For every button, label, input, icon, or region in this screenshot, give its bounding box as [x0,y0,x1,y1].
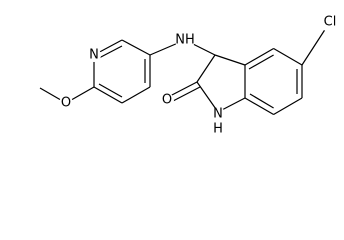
page: Cl NH N O O N H (() => { const data = JS… [39,12,340,137]
atom-label: O [162,93,172,108]
atom-label: N [89,48,99,63]
label-mask [87,48,101,62]
label-mask [175,30,195,50]
label-mask [211,107,225,121]
atom-label: Cl [324,15,337,30]
structure-diagram: Cl NH N O O N H [39,12,340,137]
atom-label: N [213,107,223,122]
bonds [39,27,327,116]
atom-labels: Cl NH N O O N H [59,12,340,137]
atom-label: H [213,122,223,137]
atom-label: NH [175,33,195,48]
label-mask [320,12,340,32]
label-mask [160,93,174,107]
atom-label: O [61,96,71,111]
label-mask [59,96,73,110]
